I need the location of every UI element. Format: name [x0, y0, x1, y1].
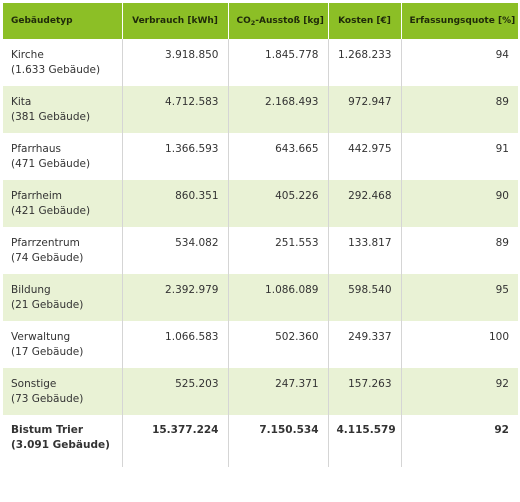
building-count: (471 Gebäude) — [11, 158, 91, 170]
building-name: Bildung — [11, 284, 51, 296]
cell-building-type: Pfarrzentrum (74 Gebäude) — [3, 227, 123, 274]
cell-building-type: Sonstige (73 Gebäude) — [3, 368, 123, 415]
cell-quota: 94 — [495, 49, 509, 61]
table-row: Pfarrhaus (471 Gebäude) 1.366.593 643.665… — [3, 133, 518, 180]
cell-quota: 91 — [495, 143, 509, 155]
building-count: (21 Gebäude) — [11, 299, 84, 311]
total-row: Bistum Trier (3.091 Gebäude) 15.377.224 7… — [3, 415, 518, 467]
cell-cost: 1.268.233 — [328, 39, 402, 86]
table-header-row: Gebäudetyp Verbrauch [kWh] CO2-Ausstoß [… — [3, 3, 518, 39]
cell-building-type: Verwaltung (17 Gebäude) — [3, 321, 123, 368]
building-count: (421 Gebäude) — [11, 205, 91, 217]
cell-building-type: Kita (381 Gebäude) — [3, 86, 123, 133]
cell-building-type: Bildung (21 Gebäude) — [3, 274, 123, 321]
cell-co2: 1.845.778 — [228, 39, 329, 86]
building-name: Pfarrzentrum — [11, 237, 80, 249]
table-row: Verwaltung (17 Gebäude) 1.066.583 502.360… — [3, 321, 518, 368]
cell-building-type: Pfarrheim (421 Gebäude) — [3, 180, 123, 227]
building-name: Pfarrhaus — [11, 143, 61, 155]
table-row: Pfarrzentrum (74 Gebäude) 534.082 251.553… — [3, 227, 518, 274]
building-name: Pfarrheim — [11, 190, 62, 202]
building-count: (1.633 Gebäude) — [11, 64, 101, 76]
cell-co2: 643.665 — [228, 133, 329, 180]
cell-cost: 292.468 — [328, 180, 402, 227]
cell-consumption: 1.366.593 — [122, 133, 229, 180]
cell-quota: 95 — [401, 274, 518, 321]
header-consumption: Verbrauch [kWh] — [122, 3, 229, 39]
table-row: Pfarrheim (421 Gebäude) 860.351 405.226 2… — [3, 180, 518, 227]
building-statistics-table: Gebäudetyp Verbrauch [kWh] CO2-Ausstoß [… — [3, 3, 518, 467]
cell-consumption: 1.066.583 — [122, 321, 229, 368]
header-cost: Kosten [€] — [328, 3, 402, 39]
cell-consumption: 525.203 — [122, 368, 229, 415]
table-row: Bildung (21 Gebäude) 2.392.979 1.086.089 … — [3, 274, 518, 321]
total-quota: 92 — [494, 424, 509, 436]
cell-quota: 100 — [488, 331, 509, 343]
building-count: (17 Gebäude) — [11, 346, 84, 358]
cell-cost: 249.337 — [328, 321, 402, 368]
table-row: Sonstige (73 Gebäude) 525.203 247.371 157… — [3, 368, 518, 415]
cell-building-type: Pfarrhaus (471 Gebäude) — [3, 133, 123, 180]
building-count: (74 Gebäude) — [11, 252, 84, 264]
total-cost: 4.115.579 — [328, 415, 402, 467]
header-co2-suffix: -Ausstoß [kg] — [255, 15, 324, 26]
cell-quota: 89 — [401, 86, 518, 133]
cell-co2: 2.168.493 — [228, 86, 329, 133]
cell-consumption: 4.712.583 — [122, 86, 229, 133]
cell-quota: 90 — [401, 180, 518, 227]
cell-cost: 442.975 — [328, 133, 402, 180]
building-count: (381 Gebäude) — [11, 111, 91, 123]
cell-co2: 251.553 — [228, 227, 329, 274]
cell-consumption: 3.918.850 — [122, 39, 229, 86]
header-co2: CO2-Ausstoß [kg] — [228, 3, 329, 39]
cell-building-type: Kirche (1.633 Gebäude) — [3, 39, 123, 86]
cell-consumption: 2.392.979 — [122, 274, 229, 321]
building-name: Kirche — [11, 49, 44, 61]
table-row: Kita (381 Gebäude) 4.712.583 2.168.493 97… — [3, 86, 518, 133]
header-quota: Erfassungsquote [%] — [401, 3, 518, 39]
cell-cost: 157.263 — [328, 368, 402, 415]
cell-co2: 405.226 — [228, 180, 329, 227]
table-row: Kirche (1.633 Gebäude) 3.918.850 1.845.77… — [3, 39, 518, 86]
header-co2-prefix: CO — [236, 15, 251, 26]
cell-consumption: 860.351 — [122, 180, 229, 227]
header-co2-subscript: 2 — [250, 18, 256, 27]
total-name: Bistum Trier — [11, 424, 84, 436]
header-building-type: Gebäudetyp — [3, 3, 123, 39]
cell-consumption: 534.082 — [122, 227, 229, 274]
total-co2: 7.150.534 — [228, 415, 329, 467]
total-consumption: 15.377.224 — [122, 415, 229, 467]
building-name: Verwaltung — [11, 331, 71, 343]
cell-quota: 92 — [401, 368, 518, 415]
building-name: Kita — [11, 96, 32, 108]
cell-co2: 1.086.089 — [228, 274, 329, 321]
building-name: Sonstige — [11, 378, 57, 390]
building-count: (73 Gebäude) — [11, 393, 84, 405]
cell-cost: 133.817 — [328, 227, 402, 274]
cell-cost: 598.540 — [328, 274, 402, 321]
cell-building-type: Bistum Trier (3.091 Gebäude) — [3, 415, 123, 467]
cell-co2: 502.360 — [228, 321, 329, 368]
cell-cost: 972.947 — [328, 86, 402, 133]
cell-quota: 89 — [495, 237, 509, 249]
cell-co2: 247.371 — [228, 368, 329, 415]
total-count: (3.091 Gebäude) — [11, 439, 110, 451]
